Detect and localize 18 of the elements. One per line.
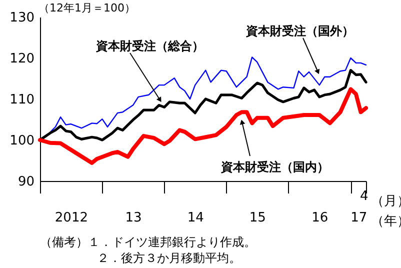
y-tick-label: 100 [10,134,34,148]
y-tick-label: 120 [10,52,34,66]
text: （備考）１．ドイツ連邦銀行より作成。 [40,235,256,249]
x-tick-label: 17 [350,210,368,226]
x-tick-label: 2012 [54,210,88,226]
series-label: 資本財受注（国外） [245,24,354,38]
text: 4 [360,189,368,204]
x-tick-label: 13 [125,210,142,226]
text: 資本財受注（総合） [95,39,204,53]
x-tick-label: 14 [187,210,204,226]
x-tick-label: 16 [312,210,328,226]
y-axis-title: （12年1月＝100） [38,2,136,14]
y-tick-label: 90 [18,174,34,190]
text: ２．後方３か月移動平均。 [97,251,241,265]
text: 資本財受注（国内） [220,160,329,174]
y-tick-label: 110 [10,92,34,108]
x-tick-label: 15 [249,210,266,226]
y-tick-label: 130 [10,10,34,26]
